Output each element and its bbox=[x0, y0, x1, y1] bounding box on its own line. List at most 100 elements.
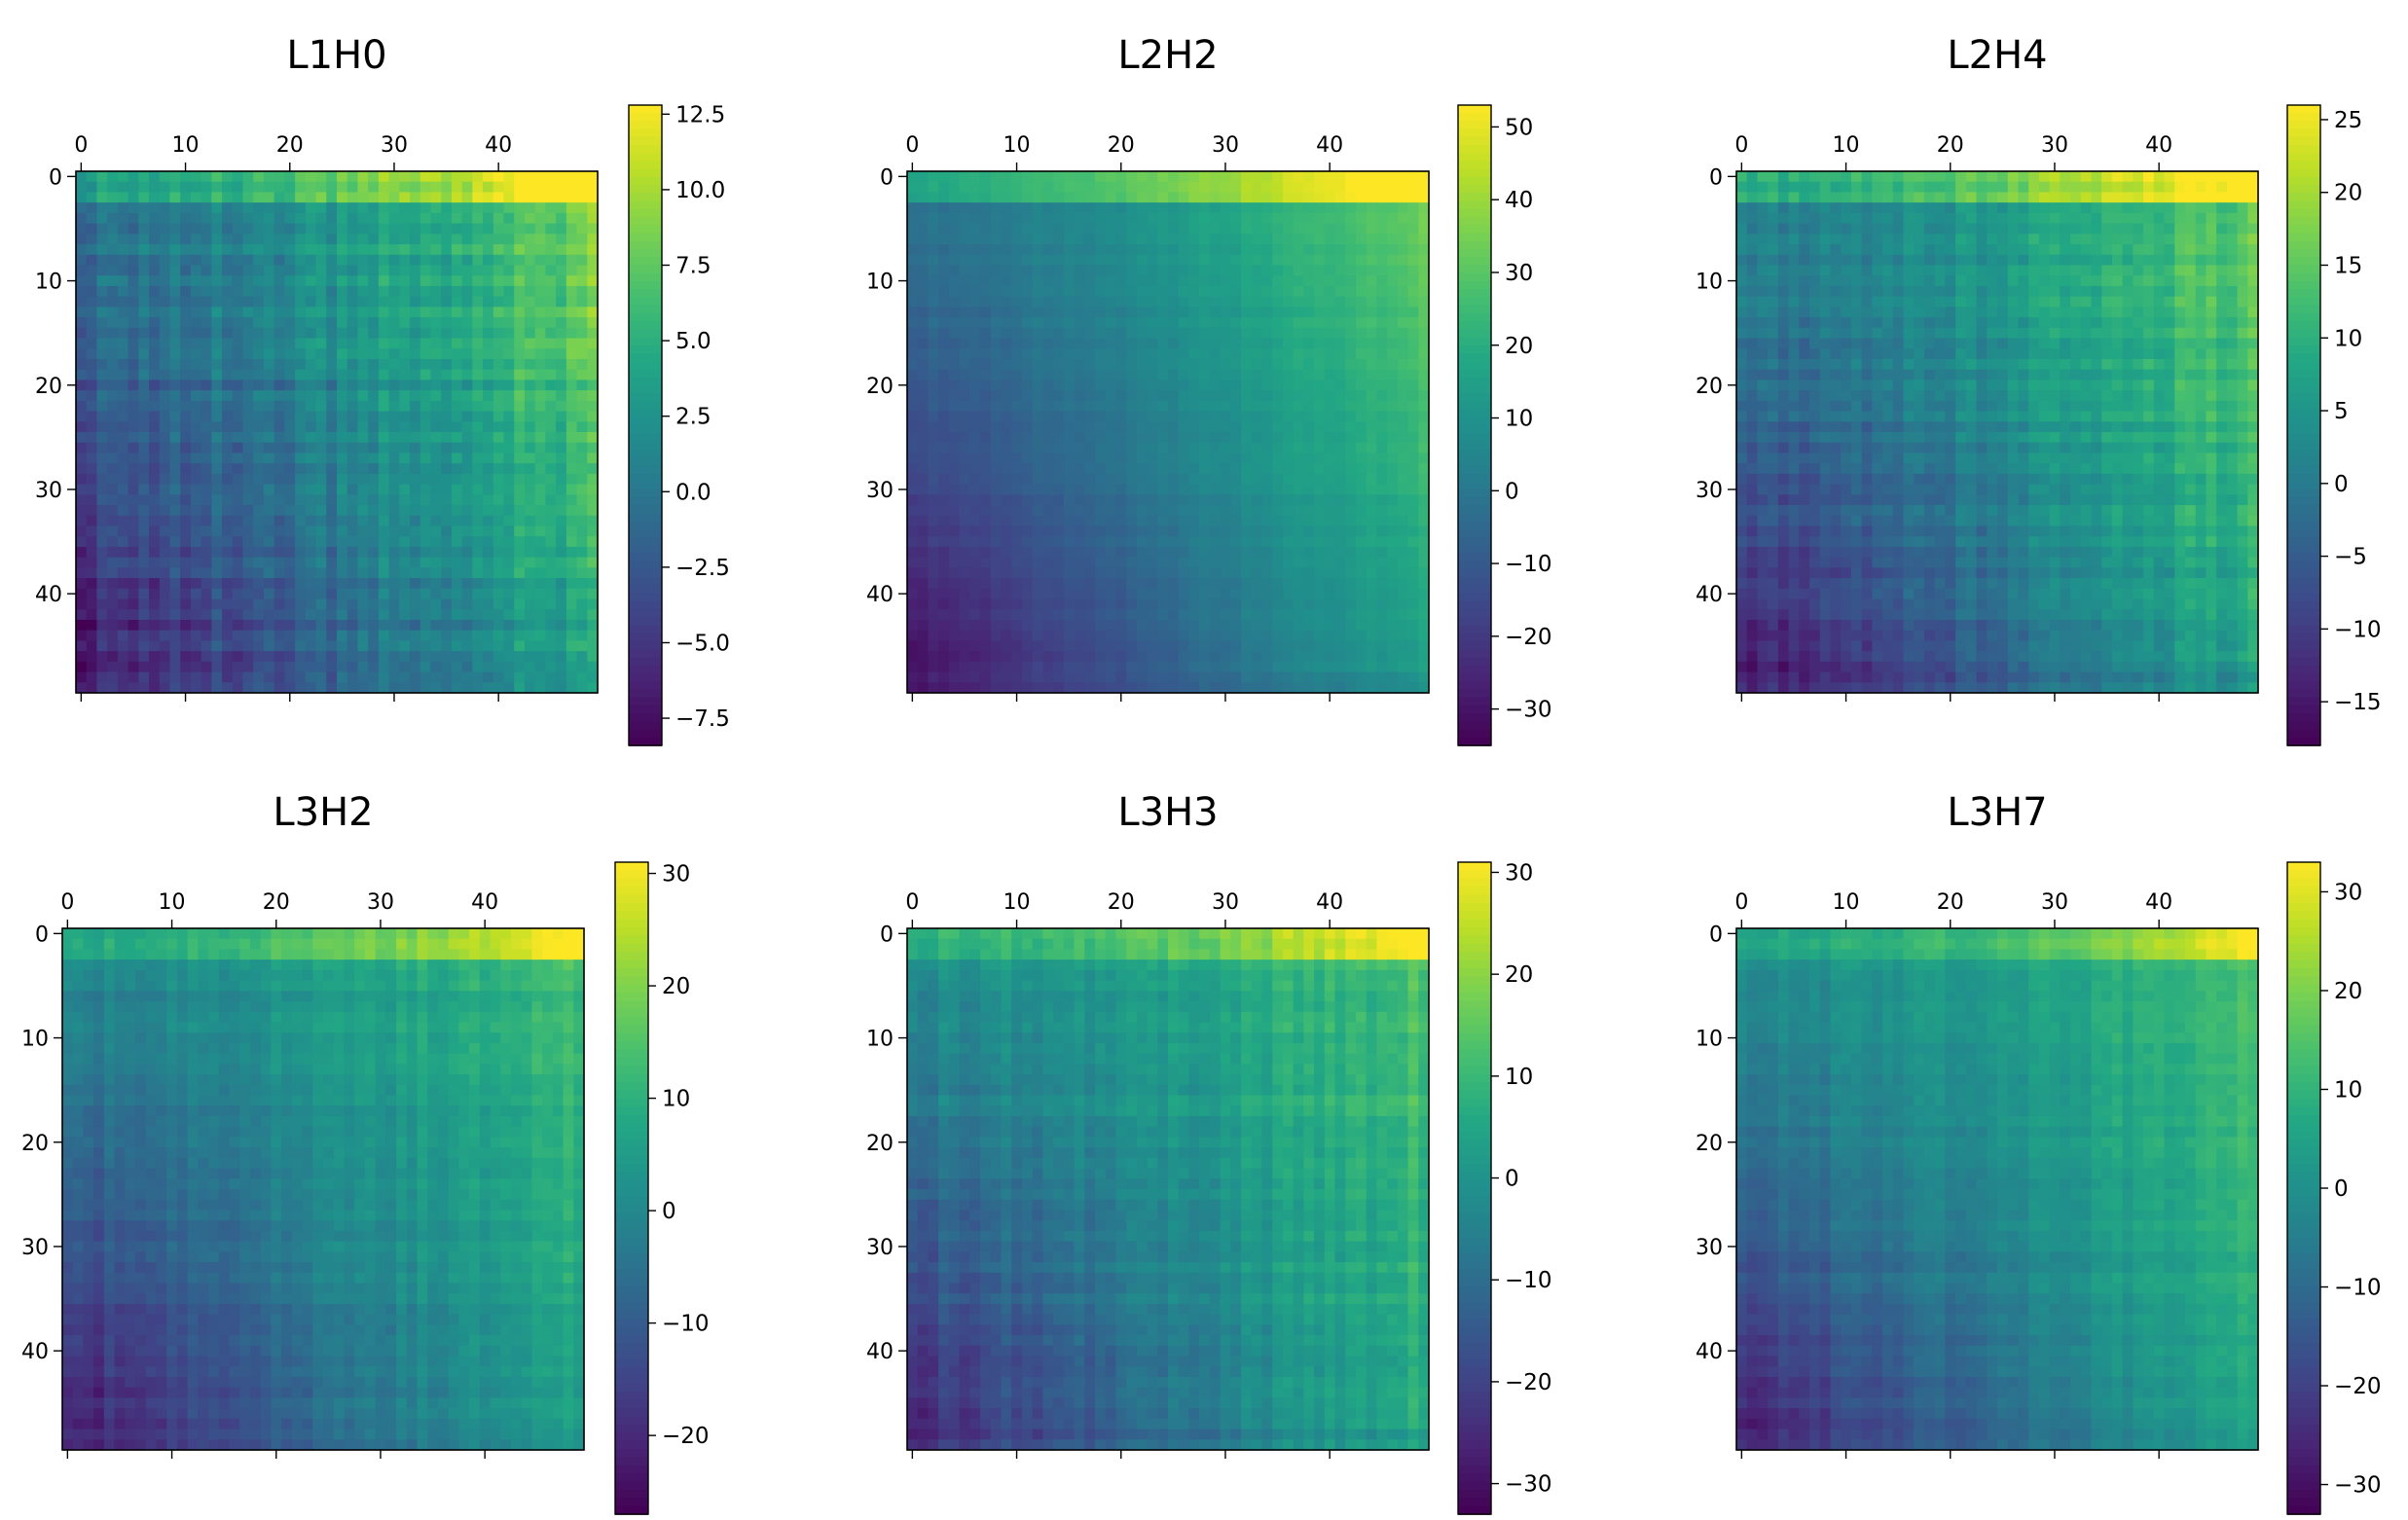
heatmap-cell bbox=[1168, 171, 1180, 183]
heatmap-cell bbox=[1126, 546, 1138, 559]
heatmap-cell bbox=[1355, 390, 1368, 402]
heatmap-cell bbox=[149, 536, 161, 548]
heatmap-cell bbox=[253, 671, 265, 683]
heatmap-cell bbox=[284, 390, 296, 402]
heatmap-cell bbox=[117, 619, 129, 632]
heatmap-cell bbox=[1376, 265, 1388, 276]
heatmap-cell bbox=[337, 505, 348, 517]
heatmap-cell bbox=[1303, 525, 1315, 537]
heatmap-cell bbox=[295, 452, 307, 464]
heatmap-cell bbox=[169, 619, 181, 632]
heatmap-cell bbox=[180, 390, 192, 402]
heatmap-cell bbox=[1042, 244, 1054, 256]
heatmap-cell bbox=[472, 432, 484, 444]
heatmap-cell bbox=[1220, 369, 1231, 380]
heatmap-cell bbox=[524, 192, 536, 203]
heatmap-cell bbox=[337, 327, 348, 340]
heatmap-cell bbox=[1303, 380, 1315, 391]
heatmap-cell bbox=[948, 567, 961, 579]
heatmap-cell bbox=[928, 275, 939, 287]
heatmap-cell bbox=[117, 671, 129, 683]
heatmap-cell bbox=[1188, 265, 1200, 276]
heatmap-cell bbox=[980, 421, 992, 433]
heatmap-cell bbox=[347, 307, 359, 318]
heatmap-cell bbox=[86, 244, 98, 256]
heatmap-cell bbox=[1324, 254, 1336, 267]
heatmap-cell bbox=[378, 369, 390, 380]
heatmap-cell bbox=[1001, 192, 1012, 203]
heatmap-cell bbox=[284, 244, 296, 256]
heatmap-cell bbox=[1042, 275, 1054, 287]
heatmap-cell bbox=[1157, 171, 1169, 183]
heatmap-cell bbox=[190, 358, 202, 371]
heatmap-cell bbox=[545, 546, 557, 559]
heatmap-cell bbox=[190, 202, 202, 214]
heatmap-cell bbox=[1084, 536, 1096, 548]
heatmap-cell bbox=[1115, 421, 1127, 433]
heatmap-cell bbox=[284, 494, 296, 506]
heatmap-cell bbox=[1293, 536, 1304, 548]
heatmap-cell bbox=[1021, 442, 1034, 454]
heatmap-cell bbox=[493, 234, 505, 245]
heatmap-cell bbox=[483, 348, 494, 360]
heatmap-cell bbox=[1178, 411, 1190, 422]
heatmap-cell bbox=[399, 525, 411, 537]
heatmap-cell bbox=[399, 317, 411, 329]
heatmap-cell bbox=[990, 494, 1003, 506]
heatmap-cell bbox=[305, 651, 317, 663]
heatmap-cell bbox=[86, 494, 98, 506]
heatmap-cell bbox=[1324, 390, 1336, 402]
heatmap-cell bbox=[1220, 463, 1231, 475]
heatmap-cell bbox=[1178, 317, 1190, 329]
heatmap-cell bbox=[990, 473, 1003, 486]
heatmap-cell bbox=[503, 369, 515, 380]
heatmap-cell bbox=[514, 380, 526, 391]
heatmap-cell bbox=[180, 421, 192, 433]
heatmap-cell bbox=[980, 369, 992, 380]
heatmap-cell bbox=[441, 651, 453, 663]
heatmap-cell bbox=[368, 212, 380, 225]
heatmap-cell bbox=[430, 609, 442, 621]
heatmap-cell bbox=[969, 327, 981, 340]
heatmap-cell bbox=[483, 588, 494, 600]
heatmap-cell bbox=[1376, 473, 1388, 486]
heatmap-cell bbox=[138, 296, 150, 308]
heatmap-cell bbox=[493, 202, 505, 214]
heatmap-cell bbox=[388, 254, 400, 267]
heatmap-cell bbox=[357, 358, 369, 371]
heatmap-cell bbox=[1261, 285, 1273, 298]
heatmap-cell bbox=[263, 390, 275, 402]
heatmap-cell bbox=[1272, 202, 1284, 214]
heatmap-cell bbox=[263, 421, 275, 433]
heatmap-cell bbox=[1293, 640, 1304, 652]
heatmap-cell bbox=[1293, 411, 1304, 422]
heatmap-cell bbox=[1251, 442, 1263, 454]
heatmap-cell bbox=[503, 327, 515, 340]
heatmap-cell bbox=[461, 212, 473, 225]
heatmap-cell bbox=[326, 588, 338, 600]
heatmap-cell bbox=[284, 609, 296, 621]
heatmap-cell bbox=[242, 463, 254, 475]
heatmap-cell bbox=[1188, 327, 1200, 340]
heatmap-cell bbox=[576, 285, 588, 298]
heatmap-cell bbox=[1407, 254, 1419, 267]
heatmap-cell bbox=[556, 338, 567, 349]
heatmap-cell bbox=[556, 327, 567, 340]
heatmap-cell bbox=[1209, 619, 1222, 632]
heatmap-cell bbox=[1032, 192, 1043, 203]
heatmap-cell bbox=[545, 244, 557, 256]
heatmap-cell bbox=[1115, 390, 1127, 402]
heatmap-cell bbox=[451, 369, 463, 380]
heatmap-cell bbox=[1157, 630, 1169, 641]
heatmap-cell bbox=[1220, 557, 1231, 568]
heatmap-cell bbox=[483, 432, 494, 444]
heatmap-cell bbox=[472, 619, 484, 632]
heatmap-cell bbox=[1105, 390, 1116, 402]
heatmap-cell bbox=[969, 265, 981, 276]
heatmap-cell bbox=[410, 598, 421, 610]
heatmap-cell bbox=[441, 296, 453, 308]
heatmap-cell bbox=[1251, 192, 1263, 203]
heatmap-cell bbox=[180, 463, 192, 475]
heatmap-cell bbox=[1418, 234, 1430, 245]
heatmap-cell bbox=[1334, 651, 1346, 663]
